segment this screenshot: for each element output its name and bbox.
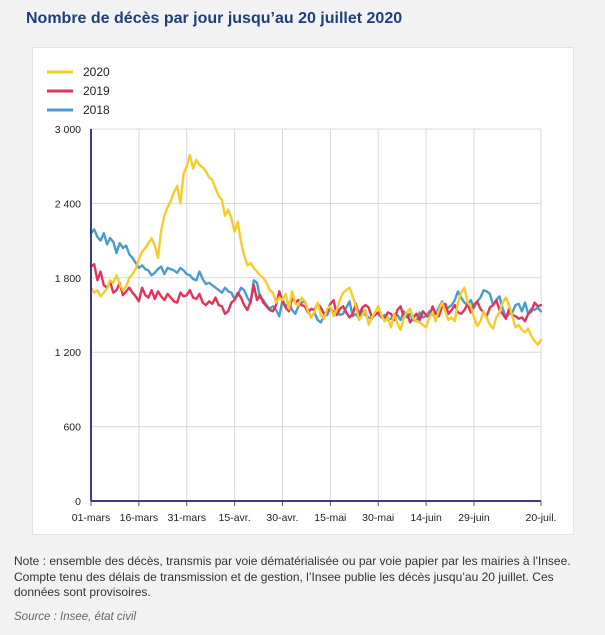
chart-source: Source : Insee, état civil xyxy=(14,611,137,623)
y-tick-label: 2 400 xyxy=(55,198,81,210)
x-tick-label: 30-mai xyxy=(362,512,394,524)
x-tick-label: 14-juin xyxy=(410,512,442,524)
legend-label-2020: 2020 xyxy=(83,65,110,79)
legend-label-2018: 2018 xyxy=(83,103,110,117)
x-tick-label: 31-mars xyxy=(167,512,206,524)
x-tick-label: 15-avr. xyxy=(219,512,251,524)
chart-title: Nombre de décès par jour jusqu’au 20 jui… xyxy=(26,10,403,27)
x-tick-label: 01-mars xyxy=(72,512,111,524)
x-tick-label: 30-avr. xyxy=(266,512,298,524)
x-tick-label: 16-mars xyxy=(120,512,159,524)
y-tick-label: 600 xyxy=(63,422,81,434)
x-tick-label: 15-mai xyxy=(314,512,346,524)
y-tick-label: 1 200 xyxy=(55,347,81,359)
x-tick-label: 29-juin xyxy=(458,512,490,524)
series-line-2018 xyxy=(89,228,543,324)
chart-panel: 0 600 1 200 1 800 2 400 3 000 01-mars 16-mars 31… xyxy=(32,47,574,535)
legend-label-2019: 2019 xyxy=(83,84,110,98)
line-chart: 0 600 1 200 1 800 2 400 3 000 01-mars 16-mars 31… xyxy=(47,65,557,524)
y-tick-label: 1 800 xyxy=(55,273,81,285)
x-tick-label: 20-juil. xyxy=(526,512,557,524)
y-tick-label: 0 xyxy=(75,496,81,508)
y-tick-label: 3 000 xyxy=(55,124,81,136)
series-line-2020 xyxy=(89,153,543,346)
chart-note: Note : ensemble des décès, transmis par … xyxy=(14,554,571,599)
